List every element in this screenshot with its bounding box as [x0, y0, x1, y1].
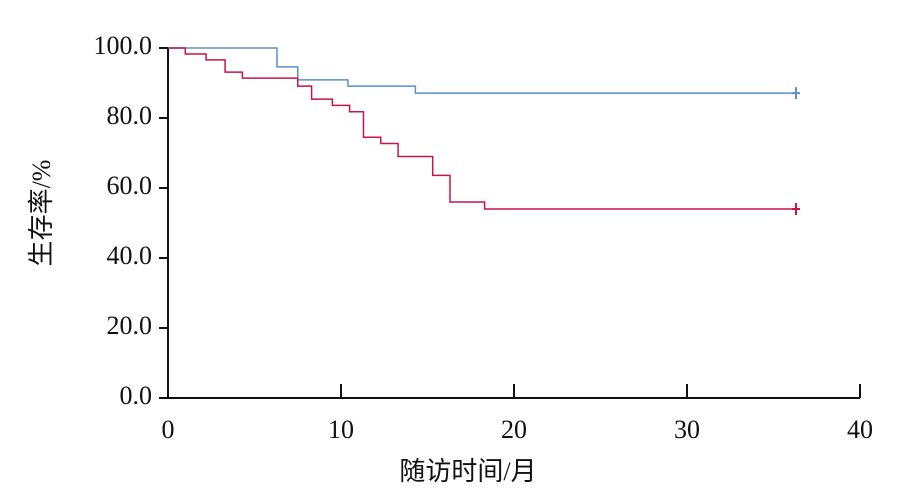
x-tick-label: 30 [674, 415, 700, 444]
y-tick-label: 60.0 [107, 171, 153, 200]
y-tick-label: 0.0 [120, 381, 153, 410]
y-tick-label: 20.0 [107, 311, 153, 340]
x-axis-label: 随访时间/月 [399, 457, 536, 486]
survival-curve [168, 47, 796, 94]
y-tick-label: 100.0 [94, 31, 153, 60]
x-tick-label: 20 [501, 415, 527, 444]
y-axis-label: 生存率/% [27, 160, 56, 267]
y-tick-label: 80.0 [107, 101, 153, 130]
x-tick-label: 10 [328, 415, 354, 444]
y-tick-label: 40.0 [107, 241, 153, 270]
x-tick-label: 40 [847, 415, 873, 444]
survival-curve [168, 47, 796, 210]
x-tick-label: 0 [162, 415, 175, 444]
